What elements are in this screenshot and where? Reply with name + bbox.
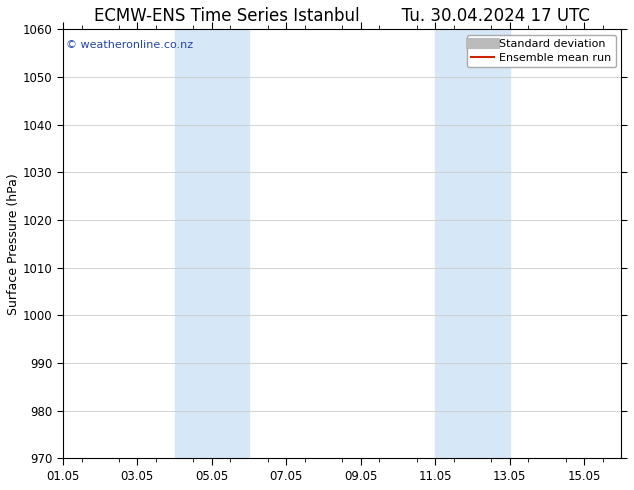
Bar <box>174 29 249 458</box>
Bar <box>436 29 510 458</box>
Legend: Standard deviation, Ensemble mean run: Standard deviation, Ensemble mean run <box>467 35 616 67</box>
Text: © weatheronline.co.nz: © weatheronline.co.nz <box>66 40 193 50</box>
Title: ECMW-ENS Time Series Istanbul        Tu. 30.04.2024 17 UTC: ECMW-ENS Time Series Istanbul Tu. 30.04.… <box>94 7 590 25</box>
Y-axis label: Surface Pressure (hPa): Surface Pressure (hPa) <box>7 173 20 315</box>
